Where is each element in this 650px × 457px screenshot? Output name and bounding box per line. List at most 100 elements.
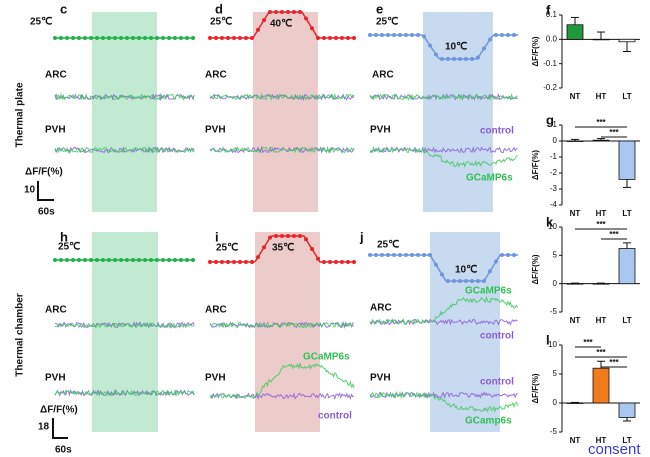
panel-letter: j xyxy=(359,229,364,244)
temperature-dot xyxy=(434,262,438,267)
bar xyxy=(618,402,636,418)
bar xyxy=(566,140,584,142)
significance-label: *** xyxy=(596,118,606,127)
temperature-dot xyxy=(208,36,212,40)
temperature-dot xyxy=(179,258,183,262)
temperature-dot xyxy=(506,253,510,257)
temperature-dot xyxy=(208,260,212,264)
temperature-dot xyxy=(226,260,230,264)
temperature-dot xyxy=(458,57,462,61)
y-tick-label: -5 xyxy=(550,307,558,316)
fluorescence-trace xyxy=(209,392,355,401)
consent-label[interactable]: consent xyxy=(588,441,641,457)
temperature-dot xyxy=(340,260,344,264)
temperature-dot xyxy=(428,253,432,257)
y-tick-label: 1 xyxy=(553,120,558,129)
temperature-dot xyxy=(352,36,356,40)
temperature-dot xyxy=(268,10,272,14)
y-axis-label: ΔF/F(%) xyxy=(531,36,540,67)
region: PVH xyxy=(45,125,66,136)
fluorescence-trace xyxy=(209,92,355,101)
temperature-dot xyxy=(191,36,195,40)
y-tick-label: 0.0 xyxy=(546,34,558,43)
temperature-dot xyxy=(316,256,320,261)
temperature-dot xyxy=(464,57,468,61)
fluorescence-trace xyxy=(54,321,195,329)
temperature: 25℃ xyxy=(58,242,80,253)
temperature-dot xyxy=(488,37,492,42)
temperature-dot xyxy=(238,36,242,40)
temperature-dot xyxy=(244,260,248,264)
temperature-dot xyxy=(161,36,165,40)
fluorescence-trace xyxy=(54,93,195,102)
region: ARC xyxy=(45,70,67,81)
fluorescence-trace xyxy=(369,390,519,414)
temperature-dot xyxy=(374,253,378,257)
y-axis-label: ΔF/F(%) xyxy=(531,373,540,404)
temperature-dot xyxy=(298,10,302,14)
scale-time: 60s xyxy=(38,207,55,218)
temperature-dot xyxy=(374,33,378,37)
temperature-dot xyxy=(119,258,123,262)
region: PVH xyxy=(45,373,66,384)
stimulus-box xyxy=(92,12,157,212)
panel-letter: h xyxy=(60,229,68,244)
bar xyxy=(592,283,610,285)
temperature-dot xyxy=(89,36,93,40)
temperature-dot xyxy=(386,33,390,37)
temperature-dot xyxy=(95,36,99,40)
temperature-dot xyxy=(386,253,390,257)
temperature-dot xyxy=(440,57,444,61)
bar xyxy=(592,38,610,41)
x-tick-label: LT xyxy=(622,92,631,101)
temperature: 40℃ xyxy=(270,19,292,30)
temperature-dot xyxy=(292,234,296,238)
panel-letter: g xyxy=(546,112,554,127)
temperature-dot xyxy=(101,258,105,262)
legend-label: control xyxy=(480,126,514,137)
temperature-dot xyxy=(416,33,420,37)
temperature-dot xyxy=(494,259,498,264)
fluorescence-trace xyxy=(54,92,195,101)
y-tick-label: -5 xyxy=(550,427,558,436)
temperature-dot xyxy=(416,253,420,257)
temperature-dot xyxy=(380,253,384,257)
y-tick-label: -3 xyxy=(550,184,558,193)
bar xyxy=(618,140,636,180)
significance-label: *** xyxy=(583,338,593,347)
region: ARC xyxy=(370,303,392,314)
temperature-dot xyxy=(149,36,153,40)
temperature-dot xyxy=(220,36,224,40)
temperature-dot xyxy=(476,55,480,60)
temperature: 10℃ xyxy=(445,42,467,53)
temperature: 10℃ xyxy=(455,265,477,276)
y-tick-label: 0 xyxy=(553,136,558,145)
x-tick-label: HT xyxy=(596,436,607,445)
temperature-dot xyxy=(398,253,402,257)
temperature-dot xyxy=(446,57,450,61)
bar xyxy=(618,248,636,285)
significance-label: *** xyxy=(596,348,606,357)
y-axis-label: ΔF/F(%) xyxy=(531,254,540,285)
region: ARC xyxy=(372,70,394,81)
legend-label: control xyxy=(318,411,352,422)
scale-time: 60s xyxy=(55,445,72,456)
temperature-dot xyxy=(398,33,402,37)
fluorescence-trace xyxy=(369,295,519,326)
region: ARC xyxy=(205,305,227,316)
temperature-dot xyxy=(214,260,218,264)
scale-bar xyxy=(37,181,54,201)
temperature-dot xyxy=(452,57,456,61)
panel-letter: c xyxy=(60,1,67,16)
region: PVH xyxy=(370,373,391,384)
temperature-dot xyxy=(392,253,396,257)
panel-letter: i xyxy=(215,229,219,244)
temperature-dot xyxy=(310,26,314,31)
temperature-dot xyxy=(512,253,516,257)
scale-unit: ΔF/F(%) xyxy=(25,167,63,178)
temperature-dot xyxy=(53,36,57,40)
scale-bar xyxy=(52,418,68,439)
legend-label: GCaMP6s xyxy=(465,286,512,297)
y-tick-label: 5 xyxy=(553,369,558,378)
temperature-dot xyxy=(256,27,260,32)
